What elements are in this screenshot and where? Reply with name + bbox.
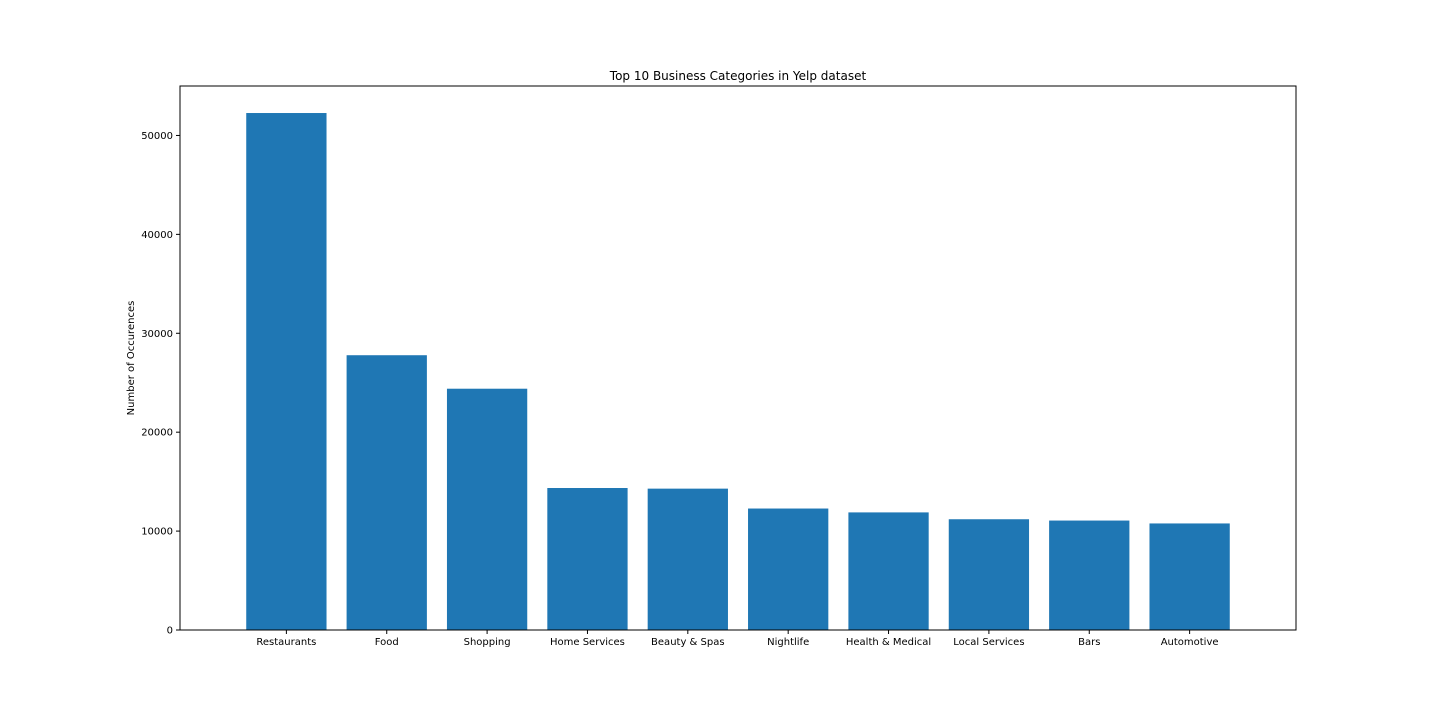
bar-5: [748, 508, 829, 630]
bar-1: [346, 355, 427, 630]
bar-6: [848, 512, 929, 630]
y-axis-label: Number of Occurences: [126, 301, 137, 416]
bar-2: [446, 388, 528, 630]
y-tick-label-0: 0: [167, 626, 173, 637]
bar-9: [1149, 523, 1230, 630]
bar-8: [1049, 520, 1130, 630]
x-tick-label-1: Food: [375, 637, 399, 648]
bar-0: [246, 113, 327, 630]
x-tick-label-0: Restaurants: [256, 637, 316, 648]
x-tick-label-6: Health & Medical: [846, 637, 931, 648]
y-tick-label-5: 50000: [141, 131, 173, 142]
y-tick-label-1: 10000: [141, 527, 173, 538]
x-tick-label-9: Automotive: [1161, 637, 1219, 648]
x-tick-label-8: Bars: [1078, 637, 1100, 648]
plot-frame: [179, 85, 1297, 631]
x-tick-label-7: Local Services: [953, 637, 1024, 648]
chart-title: Top 10 Business Categories in Yelp datas…: [609, 69, 867, 83]
bar-7: [948, 519, 1030, 630]
bars-layer: [246, 113, 1230, 630]
x-tick-label-5: Nightlife: [767, 637, 809, 648]
y-tick-label-4: 40000: [141, 230, 173, 241]
y-tick-label-3: 30000: [141, 329, 173, 340]
bar-3: [547, 488, 628, 630]
bar-4: [647, 488, 728, 630]
axes-layer: Restaurants Food Shopping Home Services Beau…: [141, 131, 1218, 648]
x-tick-label-2: Shopping: [464, 637, 511, 648]
x-tick-label-4: Beauty & Spas: [651, 637, 725, 648]
x-tick-label-3: Home Services: [550, 637, 625, 648]
y-tick-label-2: 20000: [141, 428, 173, 439]
